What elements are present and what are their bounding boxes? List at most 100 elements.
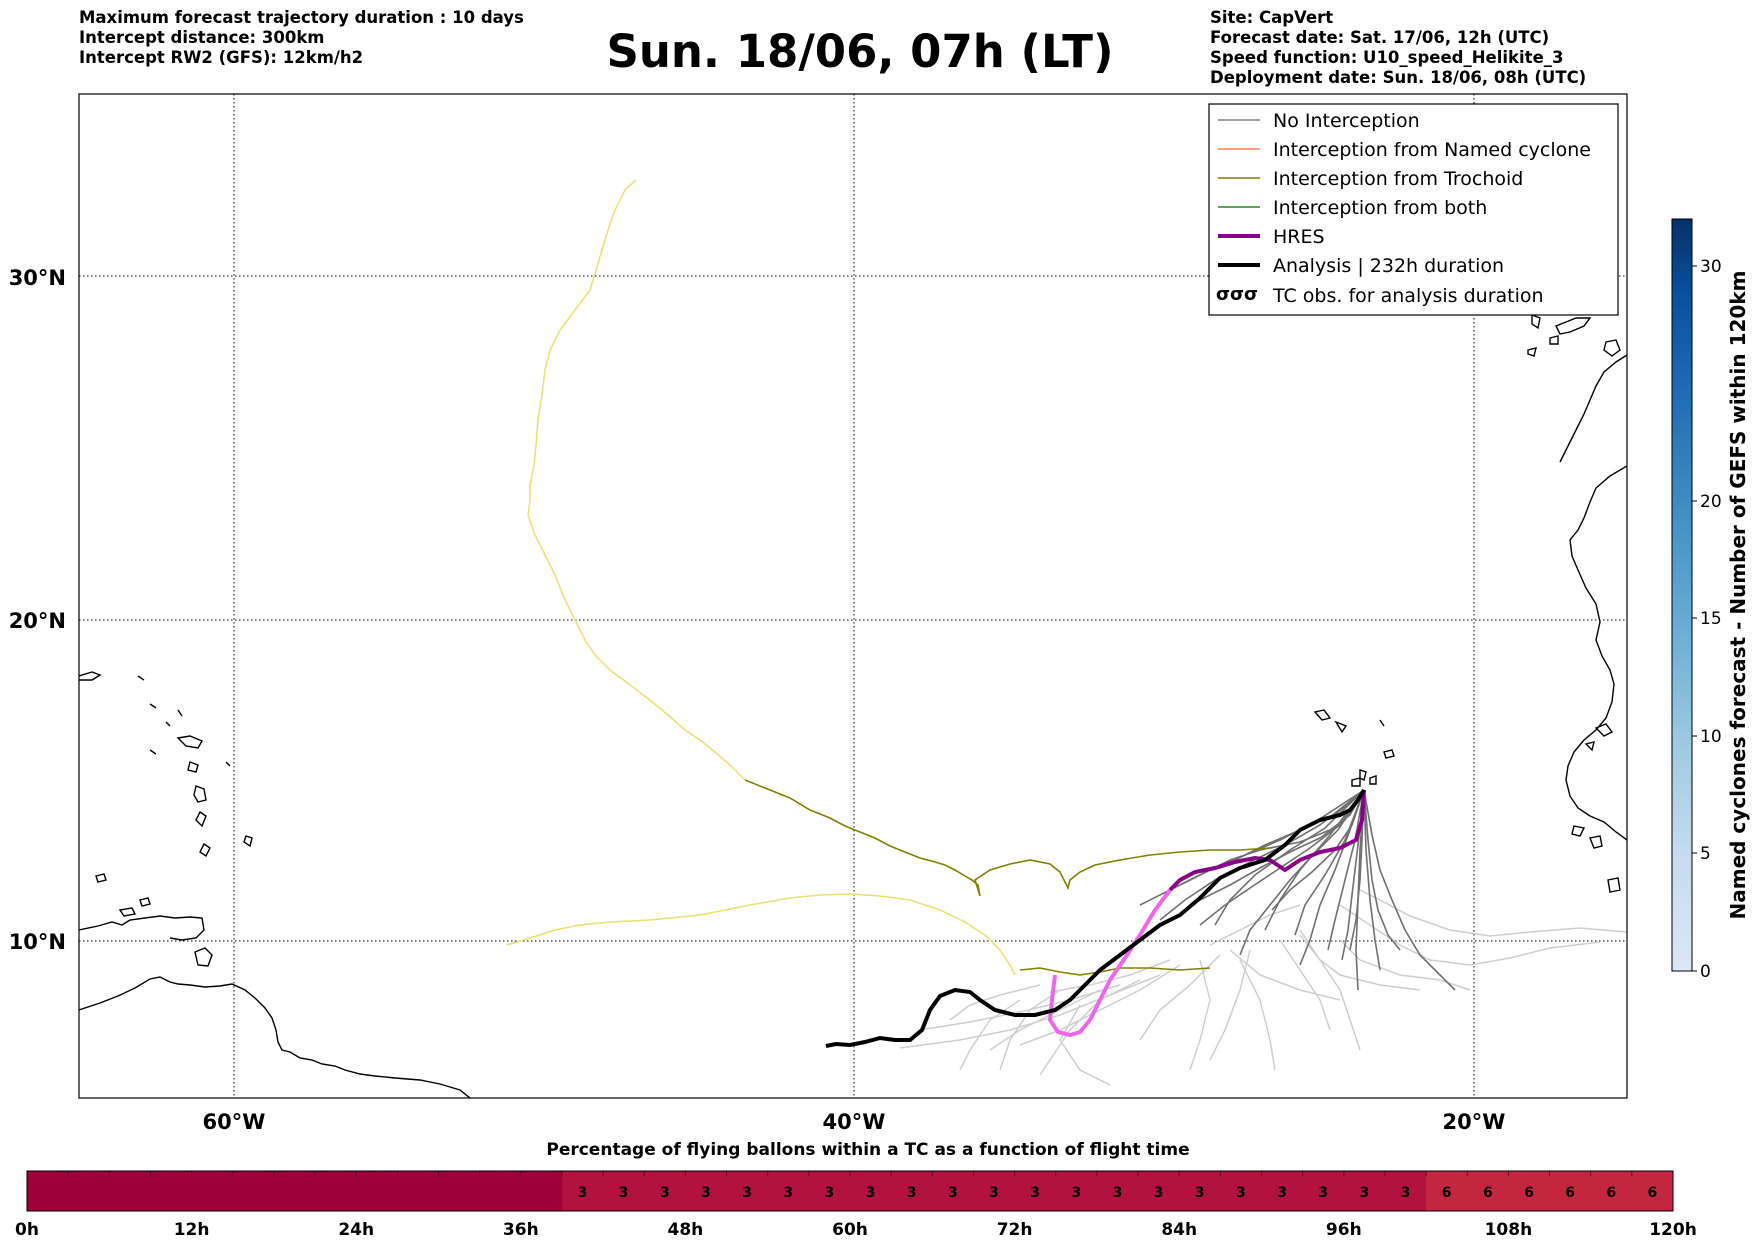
lon-label-40w: 40°W xyxy=(823,1110,886,1134)
colorbar-tick-label: 36h xyxy=(503,1220,539,1240)
colorbar-tick-15: 15 xyxy=(1700,609,1722,629)
intercept-rw2-text: Intercept RW2 (GFS): 12km/h2 xyxy=(79,48,364,67)
south-america-coast xyxy=(79,976,471,1098)
puerto-rico xyxy=(79,671,102,681)
lat-label-20n: 20°N xyxy=(9,609,66,633)
colorbar-cell xyxy=(561,1171,604,1211)
colorbar-cell-value: 6 xyxy=(1606,1185,1616,1201)
colorbar-cell-value: 3 xyxy=(1401,1185,1411,1201)
colorbar-cell-value: 3 xyxy=(1113,1185,1123,1201)
colorbar-tick-20: 20 xyxy=(1700,492,1722,512)
colorbar-cell-value: 3 xyxy=(701,1185,711,1201)
colorbar-cell xyxy=(273,1171,316,1211)
colorbar-cell xyxy=(315,1171,357,1211)
colorbar-cell xyxy=(850,1171,892,1211)
colorbar-tick-label: 120h xyxy=(1649,1220,1697,1240)
colorbar-cell xyxy=(973,1171,1016,1211)
colorbar-cell xyxy=(191,1171,234,1211)
trinidad xyxy=(194,947,213,967)
colorbar-right-label: Named cyclones forecast - Number of GEFS… xyxy=(1726,271,1750,920)
legend-label-no-interception: No Interception xyxy=(1273,110,1420,132)
max-duration-text: Maximum forecast trajectory duration : 1… xyxy=(79,8,524,27)
legend-label-hres: HRES xyxy=(1273,226,1325,248)
coastlines xyxy=(79,313,1627,1098)
colorbar-cell xyxy=(232,1171,275,1211)
canary-islands xyxy=(1527,313,1621,357)
colorbar-cell-value: 6 xyxy=(1524,1185,1534,1201)
colorbar-cell-value: 3 xyxy=(783,1185,793,1201)
colorbar-cell-value: 3 xyxy=(1277,1185,1287,1201)
margarita xyxy=(118,907,137,917)
antilles-1 xyxy=(176,735,204,749)
longitude-labels: 60°W 40°W 20°W xyxy=(203,1110,1506,1134)
colorbar-cell-value: 3 xyxy=(989,1185,999,1201)
colorbar-cell-value: 3 xyxy=(1071,1185,1081,1201)
colorbar-cell xyxy=(397,1171,439,1211)
colorbar-cell xyxy=(1549,1171,1592,1211)
colorbar-cell-value: 6 xyxy=(1648,1185,1658,1201)
antilles-2 xyxy=(187,761,199,773)
colorbar-cell xyxy=(1179,1171,1221,1211)
colorbar-tick-label: 24h xyxy=(338,1220,374,1240)
antilles-6 xyxy=(243,835,253,848)
colorbar-cell-value: 3 xyxy=(742,1185,752,1201)
trajectories-light xyxy=(899,889,1627,1086)
colorbar-right-gradient xyxy=(1671,218,1693,972)
lon-label-60w: 60°W xyxy=(203,1110,266,1134)
lat-label-10n: 10°N xyxy=(9,930,66,954)
colorbar-cell xyxy=(644,1171,686,1211)
colorbar-cell xyxy=(1138,1171,1180,1211)
page-title: Sun. 18/06, 07h (LT) xyxy=(606,25,1114,78)
colorbar-cell xyxy=(356,1171,398,1211)
colorbar-cell xyxy=(1590,1171,1633,1211)
colorbar-cell xyxy=(685,1171,728,1211)
map-frame xyxy=(78,93,1628,1099)
antilles-3 xyxy=(193,785,207,803)
colorbar-tick-label: 60h xyxy=(832,1220,868,1240)
colorbar-cell xyxy=(1508,1171,1551,1211)
colorbar-cell xyxy=(932,1171,974,1211)
colorbar-cell-value: 3 xyxy=(825,1185,835,1201)
site-text: Site: CapVert xyxy=(1210,8,1334,27)
venezuela-coast xyxy=(79,915,205,941)
trajectories-yellow xyxy=(506,179,1016,976)
antilles-4 xyxy=(195,810,207,828)
trajectory-trochoid xyxy=(744,779,1271,976)
colorbar-tick-10: 10 xyxy=(1700,727,1722,747)
deployment-date-text: Deployment date: Sun. 18/06, 08h (UTC) xyxy=(1210,68,1587,87)
site-info: Site: CapVert Forecast date: Sat. 17/06,… xyxy=(1210,8,1586,88)
colorbar-cell xyxy=(603,1171,645,1211)
trajectory-analysis xyxy=(825,788,1366,1048)
africa-coast-upper xyxy=(1559,354,1627,463)
gridlines xyxy=(79,94,1627,1098)
legend-label-both: Interception from both xyxy=(1273,197,1487,219)
colorbar-cell xyxy=(891,1171,933,1211)
colorbar-cell-value: 3 xyxy=(1154,1185,1164,1201)
colorbar-cell xyxy=(520,1171,563,1211)
colorbar-cell-value: 6 xyxy=(1483,1185,1493,1201)
map-area xyxy=(79,94,1627,1098)
colorbar-tick-30: 30 xyxy=(1700,257,1722,277)
colorbar-cell-value: 3 xyxy=(619,1185,629,1201)
colorbar-tick-label: 12h xyxy=(174,1220,210,1240)
colorbar-tick-5: 5 xyxy=(1700,844,1711,864)
colorbar-tick-label: 84h xyxy=(1161,1220,1197,1240)
colorbar-cell xyxy=(1055,1171,1098,1211)
colorbar-cell xyxy=(1631,1171,1674,1211)
legend: No Interception Interception from Named … xyxy=(1208,103,1619,316)
colorbar-cell xyxy=(27,1171,69,1211)
colorbar-bottom-cells: 3 3 3 3 3 3 3 3 3 3 3 3 3 3 3 3 3 3 3 3 3 6 6 6 6 6 6 xyxy=(27,1171,1674,1211)
colorbar-cell-value: 3 xyxy=(1318,1185,1328,1201)
colorbar-bottom-ticks: 0h 12h 24h 36h 48h 60h 72h 84h 96h 108h 120h xyxy=(15,1220,1697,1240)
colorbar-bottom-frame xyxy=(26,1170,1674,1212)
colorbar-cell xyxy=(1261,1171,1304,1211)
colorbar-cell xyxy=(68,1171,110,1211)
colorbar-cell-value: 3 xyxy=(1195,1185,1205,1201)
cyclone-symbols-icon: σσσ xyxy=(1216,284,1258,305)
colorbar-cell xyxy=(1014,1171,1057,1211)
colorbar-tick-label: 0h xyxy=(15,1220,39,1240)
forecast-date-text: Forecast date: Sat. 17/06, 12h (UTC) xyxy=(1210,28,1550,47)
colorbar-tick-label: 108h xyxy=(1485,1220,1533,1240)
lon-label-20w: 20°W xyxy=(1443,1110,1506,1134)
